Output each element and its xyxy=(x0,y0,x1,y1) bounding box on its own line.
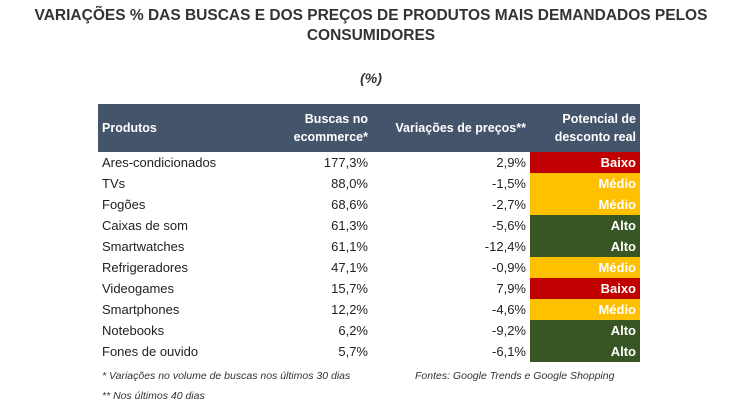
searches-cell: 177,3% xyxy=(323,155,368,170)
product-cell: Smartphones xyxy=(102,302,180,317)
discount-potential-cell: Alto xyxy=(530,341,640,362)
table-row: Notebooks 6,2% -9,2% Alto xyxy=(98,320,640,341)
price-change-cell: -0,9% xyxy=(492,260,526,275)
searches-cell: 12,2% xyxy=(331,302,368,317)
product-cell: Fogões xyxy=(102,197,146,212)
searches-cell: 47,1% xyxy=(331,260,368,275)
table-row: Videogames 15,7% 7,9% Baixo xyxy=(98,278,640,299)
discount-potential-cell: Alto xyxy=(530,320,640,341)
table-row: Fogões 68,6% -2,7% Médio xyxy=(98,194,640,215)
table-row: TVs 88,0% -1,5% Médio xyxy=(98,173,640,194)
discount-potential-cell: Baixo xyxy=(530,152,640,173)
source-note: Fontes: Google Trends e Google Shopping xyxy=(415,370,615,382)
products-table: Produtos Buscas no ecommerce* Variações … xyxy=(98,104,640,362)
product-cell: Smartwatches xyxy=(102,239,185,254)
product-cell: Videogames xyxy=(102,281,175,296)
discount-potential-cell: Baixo xyxy=(530,278,640,299)
table-row: Ares-condicionados 177,3% 2,9% Baixo xyxy=(98,152,640,173)
product-cell: TVs xyxy=(102,176,126,191)
header-buscas: Buscas no ecommerce* xyxy=(244,104,372,152)
product-cell: Ares-condicionados xyxy=(102,155,217,170)
price-change-cell: -9,2% xyxy=(492,323,526,338)
price-change-cell: -5,6% xyxy=(492,218,526,233)
table-row: Smartwatches 61,1% -12,4% Alto xyxy=(98,236,640,257)
table-row: Caixas de som 61,3% -5,6% Alto xyxy=(98,215,640,236)
header-row: Produtos Buscas no ecommerce* Variações … xyxy=(98,104,640,152)
table-row: Fones de ouvido 5,7% -6,1% Alto xyxy=(98,341,640,362)
discount-potential-cell: Médio xyxy=(530,173,640,194)
price-change-cell: 7,9% xyxy=(496,281,526,296)
unit-label: (%) xyxy=(360,70,382,86)
discount-potential-cell: Médio xyxy=(530,194,640,215)
searches-cell: 5,7% xyxy=(338,344,368,359)
price-change-cell: 2,9% xyxy=(496,155,526,170)
price-change-cell: -12,4% xyxy=(484,239,526,254)
table-row: Smartphones 12,2% -4,6% Médio xyxy=(98,299,640,320)
header-produtos: Produtos xyxy=(98,104,244,152)
discount-potential-cell: Médio xyxy=(530,257,640,278)
searches-cell: 6,2% xyxy=(338,323,368,338)
chart-title: VARIAÇÕES % DAS BUSCAS E DOS PREÇOS DE P… xyxy=(34,7,708,44)
price-change-cell: -1,5% xyxy=(492,176,526,191)
table-row: Refrigeradores 47,1% -0,9% Médio xyxy=(98,257,640,278)
discount-potential-cell: Médio xyxy=(530,299,640,320)
searches-cell: 61,3% xyxy=(331,218,368,233)
footnote-1: * Variações no volume de buscas nos últi… xyxy=(102,370,351,382)
searches-cell: 68,6% xyxy=(331,197,368,212)
product-cell: Caixas de som xyxy=(102,218,188,233)
header-variacoes: Variações de preços** xyxy=(372,104,530,152)
searches-cell: 61,1% xyxy=(331,239,368,254)
discount-potential-cell: Alto xyxy=(530,236,640,257)
price-change-cell: -2,7% xyxy=(492,197,526,212)
product-cell: Refrigeradores xyxy=(102,260,188,275)
header-potencial: Potencial de desconto real xyxy=(530,104,640,152)
product-cell: Fones de ouvido xyxy=(102,344,199,359)
price-change-cell: -4,6% xyxy=(492,302,526,317)
footnote-2: ** Nos últimos 40 dias xyxy=(102,390,205,402)
price-change-cell: -6,1% xyxy=(492,344,526,359)
discount-potential-cell: Alto xyxy=(530,215,640,236)
searches-cell: 15,7% xyxy=(331,281,368,296)
product-cell: Notebooks xyxy=(102,323,165,338)
searches-cell: 88,0% xyxy=(331,176,368,191)
